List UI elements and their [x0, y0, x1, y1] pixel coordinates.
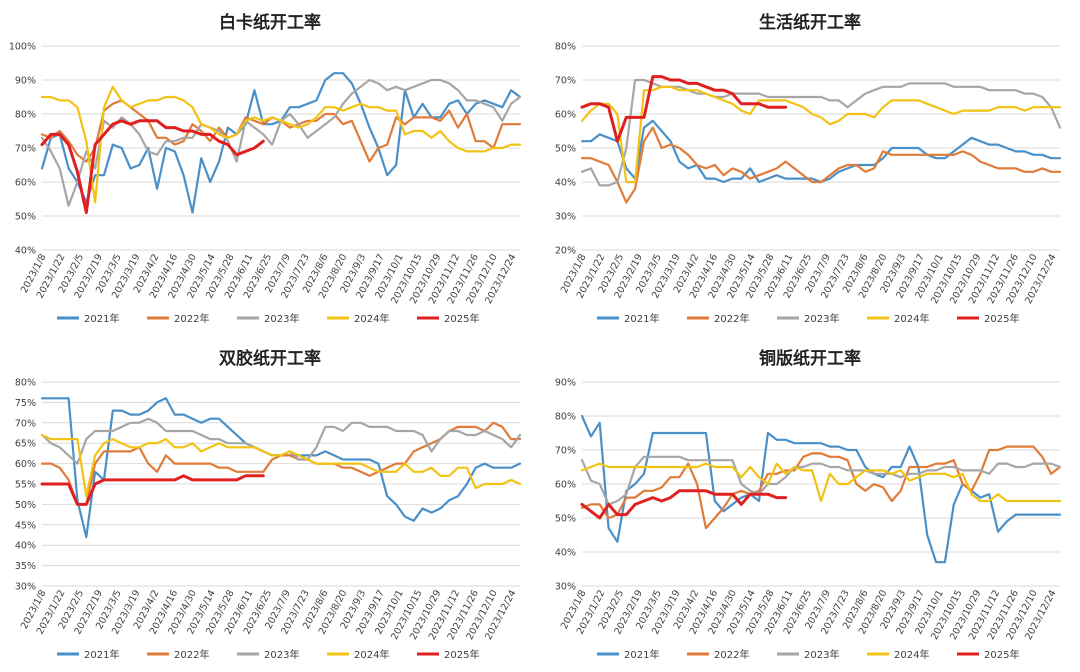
legend-label: 2025年	[984, 648, 1019, 661]
chart-title: 铜版纸开工率	[759, 348, 861, 369]
legend-label: 2023年	[804, 312, 839, 325]
y-tick-label: 60%	[555, 110, 576, 121]
series-line-0	[40, 72, 522, 214]
y-tick-label: 70%	[555, 76, 576, 87]
y-tick-label: 60%	[15, 178, 36, 189]
y-tick-label: 55%	[15, 480, 36, 491]
series-line-2	[580, 455, 1062, 506]
series-line-2	[40, 417, 522, 465]
legend-label: 2023年	[264, 312, 299, 325]
y-tick-label: 30%	[555, 582, 576, 593]
y-tick-label: 50%	[555, 144, 576, 155]
y-tick-label: 80%	[555, 412, 576, 423]
chart-tissue-paper: 生活纸开工率20%30%40%50%60%70%80%2023/1/82023/…	[555, 12, 1062, 325]
series-line-0	[580, 414, 1062, 564]
y-tick-label: 70%	[555, 446, 576, 457]
y-tick-label: 40%	[15, 541, 36, 552]
y-tick-label: 20%	[555, 246, 576, 257]
series-line-4	[40, 474, 265, 506]
y-tick-label: 30%	[15, 582, 36, 593]
legend-label: 2021年	[84, 648, 119, 661]
series-line-3	[40, 433, 522, 498]
y-tick-label: 65%	[15, 439, 36, 450]
chart-white-cardboard: 白卡纸开工率40%50%60%70%80%90%100%2023/1/82023…	[9, 12, 522, 325]
series-line-1	[40, 99, 522, 163]
legend-label: 2024年	[354, 648, 389, 661]
series-line-2	[40, 78, 522, 207]
y-tick-label: 60%	[15, 459, 36, 470]
legend-label: 2022年	[174, 648, 209, 661]
series-line-4	[580, 489, 788, 520]
legend-label: 2021年	[624, 312, 659, 325]
y-tick-label: 40%	[555, 548, 576, 559]
chart-title: 生活纸开工率	[759, 12, 861, 33]
y-tick-label: 100%	[9, 42, 36, 53]
legend-label: 2025年	[984, 312, 1019, 325]
y-tick-label: 35%	[15, 561, 36, 572]
legend-label: 2024年	[894, 648, 929, 661]
legend-label: 2021年	[624, 648, 659, 661]
legend-label: 2024年	[894, 312, 929, 325]
y-tick-label: 90%	[15, 76, 36, 87]
series-line-3	[40, 85, 522, 204]
chart-title: 白卡纸开工率	[219, 12, 321, 33]
y-tick-label: 80%	[15, 378, 36, 389]
y-tick-label: 50%	[555, 514, 576, 525]
series-line-3	[580, 85, 1062, 184]
legend-label: 2022年	[174, 312, 209, 325]
series-line-4	[580, 75, 788, 143]
legend-label: 2023年	[264, 648, 299, 661]
y-tick-label: 80%	[555, 42, 576, 53]
y-tick-label: 40%	[15, 246, 36, 257]
y-tick-label: 40%	[555, 178, 576, 189]
series-line-1	[580, 126, 1062, 204]
legend-label: 2024年	[354, 312, 389, 325]
legend-label: 2022年	[714, 648, 749, 661]
series-line-3	[580, 462, 1062, 503]
legend-label: 2025年	[444, 648, 479, 661]
legend-label: 2023年	[804, 648, 839, 661]
chart-offset-paper: 双胶纸开工率 30% 35% 40% 45% 50% 55% 60% 65% 70% 75% 80% 2…	[15, 348, 522, 661]
chart-title: 双胶纸开工率	[219, 348, 321, 369]
y-tick-label: 70%	[15, 418, 36, 429]
y-tick-label: 70%	[15, 144, 36, 155]
y-tick-label: 75%	[15, 398, 36, 409]
legend-label: 2022年	[714, 312, 749, 325]
chart-coated-paper: 铜版纸开工率30%40%50%60%70%80%90%2023/1/82023/…	[555, 348, 1062, 661]
y-tick-label: 80%	[15, 110, 36, 121]
legend-label: 2021年	[84, 312, 119, 325]
series-line-2	[580, 78, 1062, 187]
y-tick-label: 60%	[555, 480, 576, 491]
y-tick-label: 90%	[555, 378, 576, 389]
series-line-1	[580, 445, 1062, 530]
series-line-4	[40, 119, 265, 215]
legend-label: 2025年	[444, 312, 479, 325]
y-tick-label: 30%	[555, 212, 576, 223]
y-tick-label: 45%	[15, 520, 36, 531]
series-line-0	[40, 397, 522, 539]
y-tick-label: 50%	[15, 212, 36, 223]
y-tick-label: 50%	[15, 500, 36, 511]
